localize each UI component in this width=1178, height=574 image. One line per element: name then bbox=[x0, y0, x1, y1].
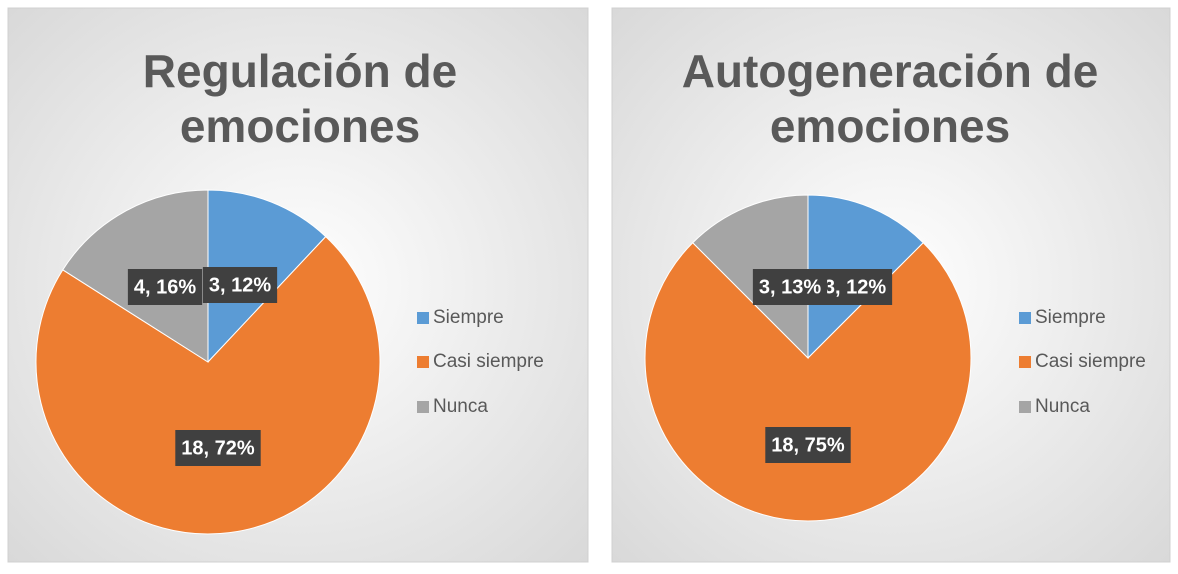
data-label-box bbox=[202, 267, 278, 303]
data-label-text: 3, 13% bbox=[759, 276, 821, 298]
data-label: 3, 12% bbox=[202, 267, 278, 303]
legend-swatch bbox=[1019, 312, 1031, 324]
data-label-box bbox=[817, 269, 893, 305]
legend-label: Casi siempre bbox=[1035, 351, 1146, 372]
data-label-box bbox=[765, 427, 851, 463]
legend-swatch bbox=[1019, 356, 1031, 368]
legend-swatch bbox=[417, 356, 429, 368]
data-label-text: 18, 72% bbox=[181, 437, 255, 459]
data-label-box bbox=[127, 269, 203, 305]
chart-title: Regulación de emociones bbox=[143, 45, 457, 152]
pie-slice bbox=[644, 242, 972, 522]
data-label: 3, 12% bbox=[817, 269, 893, 305]
legend-label: Casi siempre bbox=[433, 351, 544, 372]
data-label: 18, 75% bbox=[765, 427, 851, 463]
pie-slice bbox=[35, 235, 381, 535]
data-label-box bbox=[752, 269, 828, 305]
data-label: 18, 72% bbox=[175, 430, 261, 466]
legend-label: Nunca bbox=[433, 396, 488, 417]
data-label-text: 3, 12% bbox=[824, 276, 886, 298]
data-label-box bbox=[175, 430, 261, 466]
pie-slice bbox=[692, 194, 809, 360]
data-label: 4, 16% bbox=[127, 269, 203, 305]
legend-label: Nunca bbox=[1035, 396, 1090, 417]
legend-swatch bbox=[417, 312, 429, 324]
legend-label: Siempre bbox=[1035, 307, 1106, 328]
legend-label: Siempre bbox=[433, 307, 504, 328]
chart-title: Autogeneración de emociones bbox=[682, 45, 1099, 152]
data-label: 3, 13% bbox=[752, 269, 828, 305]
data-label-text: 3, 12% bbox=[209, 274, 271, 296]
data-label-text: 4, 16% bbox=[134, 276, 196, 298]
legend-swatch bbox=[417, 401, 429, 413]
data-label-text: 18, 75% bbox=[771, 434, 845, 456]
legend-swatch bbox=[1019, 401, 1031, 413]
